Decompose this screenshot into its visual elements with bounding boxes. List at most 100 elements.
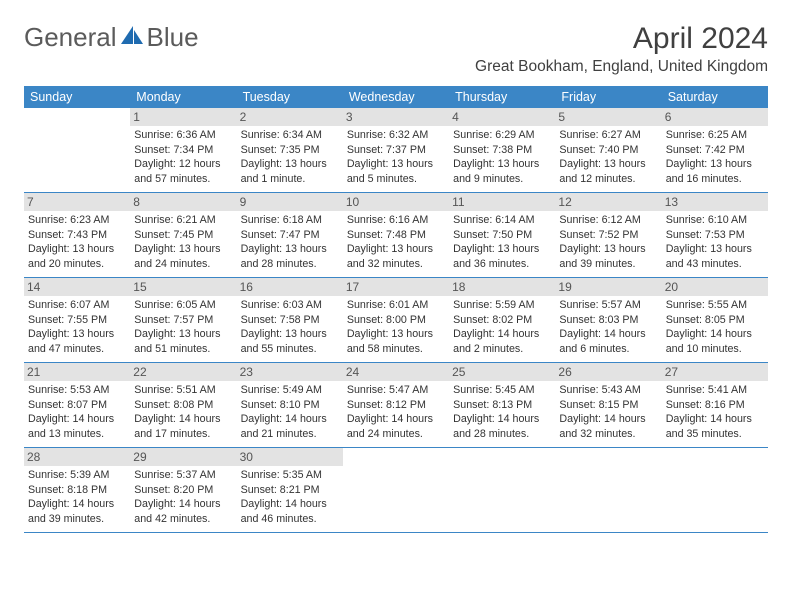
day-info: Sunset: 8:18 PM: [28, 483, 126, 497]
day-info: and 55 minutes.: [241, 342, 339, 356]
day-info: Sunset: 8:12 PM: [347, 398, 445, 412]
day-number: 7: [24, 193, 130, 211]
day-number: 5: [555, 108, 661, 126]
title-block: April 2024 Great Bookham, England, Unite…: [475, 22, 768, 82]
day-info: Sunset: 7:42 PM: [666, 143, 764, 157]
day-info: Daylight: 13 hours: [28, 242, 126, 256]
day-info: Sunset: 8:00 PM: [347, 313, 445, 327]
day-info: Sunset: 8:13 PM: [453, 398, 551, 412]
day-cell: 30Sunrise: 5:35 AMSunset: 8:21 PMDayligh…: [237, 448, 343, 532]
weekday-label: Wednesday: [343, 86, 449, 108]
day-info: and 36 minutes.: [453, 257, 551, 271]
day-info: Daylight: 13 hours: [453, 242, 551, 256]
day-number: 21: [24, 363, 130, 381]
day-info: Sunrise: 5:51 AM: [134, 383, 232, 397]
day-info: and 5 minutes.: [347, 172, 445, 186]
day-number: 6: [662, 108, 768, 126]
day-info: and 21 minutes.: [241, 427, 339, 441]
day-cell: 17Sunrise: 6:01 AMSunset: 8:00 PMDayligh…: [343, 278, 449, 362]
day-info: Sunset: 7:43 PM: [28, 228, 126, 242]
day-info: and 2 minutes.: [453, 342, 551, 356]
day-info: and 1 minute.: [241, 172, 339, 186]
day-number: 1: [130, 108, 236, 126]
day-cell: [555, 448, 661, 532]
day-info: Sunrise: 5:45 AM: [453, 383, 551, 397]
day-info: Sunrise: 6:32 AM: [347, 128, 445, 142]
day-info: Daylight: 13 hours: [559, 157, 657, 171]
day-number: 30: [237, 448, 343, 466]
day-info: Sunset: 8:20 PM: [134, 483, 232, 497]
day-info: Sunset: 8:16 PM: [666, 398, 764, 412]
day-info: Sunrise: 6:23 AM: [28, 213, 126, 227]
calendar: SundayMondayTuesdayWednesdayThursdayFrid…: [24, 86, 768, 533]
day-info: Sunset: 7:50 PM: [453, 228, 551, 242]
day-info: Daylight: 13 hours: [134, 242, 232, 256]
day-cell: 9Sunrise: 6:18 AMSunset: 7:47 PMDaylight…: [237, 193, 343, 277]
day-cell: [449, 448, 555, 532]
day-cell: 23Sunrise: 5:49 AMSunset: 8:10 PMDayligh…: [237, 363, 343, 447]
weekday-label: Saturday: [662, 86, 768, 108]
week-row: 1Sunrise: 6:36 AMSunset: 7:34 PMDaylight…: [24, 108, 768, 193]
day-number: 22: [130, 363, 236, 381]
day-cell: 26Sunrise: 5:43 AMSunset: 8:15 PMDayligh…: [555, 363, 661, 447]
day-number: 10: [343, 193, 449, 211]
day-info: Sunset: 7:40 PM: [559, 143, 657, 157]
day-number: 27: [662, 363, 768, 381]
day-info: Sunset: 8:08 PM: [134, 398, 232, 412]
day-number: 17: [343, 278, 449, 296]
day-info: Daylight: 14 hours: [559, 327, 657, 341]
day-info: Daylight: 13 hours: [241, 157, 339, 171]
day-info: Sunset: 8:07 PM: [28, 398, 126, 412]
day-info: and 51 minutes.: [134, 342, 232, 356]
day-info: Daylight: 13 hours: [241, 327, 339, 341]
day-number: 16: [237, 278, 343, 296]
weekday-header: SundayMondayTuesdayWednesdayThursdayFrid…: [24, 86, 768, 108]
day-cell: 19Sunrise: 5:57 AMSunset: 8:03 PMDayligh…: [555, 278, 661, 362]
day-info: and 35 minutes.: [666, 427, 764, 441]
location: Great Bookham, England, United Kingdom: [475, 58, 768, 76]
day-info: and 43 minutes.: [666, 257, 764, 271]
day-cell: 11Sunrise: 6:14 AMSunset: 7:50 PMDayligh…: [449, 193, 555, 277]
day-info: Daylight: 13 hours: [241, 242, 339, 256]
day-cell: [24, 108, 130, 192]
day-info: Daylight: 14 hours: [28, 497, 126, 511]
day-info: Sunrise: 5:43 AM: [559, 383, 657, 397]
day-info: Sunrise: 5:55 AM: [666, 298, 764, 312]
day-info: Sunset: 7:34 PM: [134, 143, 232, 157]
day-info: Sunrise: 6:21 AM: [134, 213, 232, 227]
day-cell: 13Sunrise: 6:10 AMSunset: 7:53 PMDayligh…: [662, 193, 768, 277]
weekday-label: Thursday: [449, 86, 555, 108]
weekday-label: Tuesday: [237, 86, 343, 108]
day-info: Daylight: 14 hours: [28, 412, 126, 426]
day-info: Daylight: 13 hours: [559, 242, 657, 256]
day-info: Daylight: 14 hours: [134, 497, 232, 511]
day-info: and 10 minutes.: [666, 342, 764, 356]
day-cell: 6Sunrise: 6:25 AMSunset: 7:42 PMDaylight…: [662, 108, 768, 192]
day-info: Sunrise: 5:35 AM: [241, 468, 339, 482]
day-number: 18: [449, 278, 555, 296]
day-info: Sunrise: 5:59 AM: [453, 298, 551, 312]
week-row: 21Sunrise: 5:53 AMSunset: 8:07 PMDayligh…: [24, 363, 768, 448]
day-info: Sunset: 8:21 PM: [241, 483, 339, 497]
page-title: April 2024: [475, 22, 768, 56]
day-info: Daylight: 14 hours: [241, 412, 339, 426]
day-cell: [662, 448, 768, 532]
day-cell: 8Sunrise: 6:21 AMSunset: 7:45 PMDaylight…: [130, 193, 236, 277]
day-info: and 28 minutes.: [241, 257, 339, 271]
day-cell: 16Sunrise: 6:03 AMSunset: 7:58 PMDayligh…: [237, 278, 343, 362]
day-number: 12: [555, 193, 661, 211]
day-number: 3: [343, 108, 449, 126]
day-info: Sunset: 7:55 PM: [28, 313, 126, 327]
day-info: Sunrise: 5:53 AM: [28, 383, 126, 397]
day-cell: 3Sunrise: 6:32 AMSunset: 7:37 PMDaylight…: [343, 108, 449, 192]
day-cell: 12Sunrise: 6:12 AMSunset: 7:52 PMDayligh…: [555, 193, 661, 277]
day-cell: 25Sunrise: 5:45 AMSunset: 8:13 PMDayligh…: [449, 363, 555, 447]
day-cell: 29Sunrise: 5:37 AMSunset: 8:20 PMDayligh…: [130, 448, 236, 532]
day-cell: [343, 448, 449, 532]
day-number: 25: [449, 363, 555, 381]
day-info: Sunrise: 6:05 AM: [134, 298, 232, 312]
day-info: and 13 minutes.: [28, 427, 126, 441]
day-info: and 17 minutes.: [134, 427, 232, 441]
day-info: Sunset: 8:03 PM: [559, 313, 657, 327]
day-info: Sunset: 7:38 PM: [453, 143, 551, 157]
